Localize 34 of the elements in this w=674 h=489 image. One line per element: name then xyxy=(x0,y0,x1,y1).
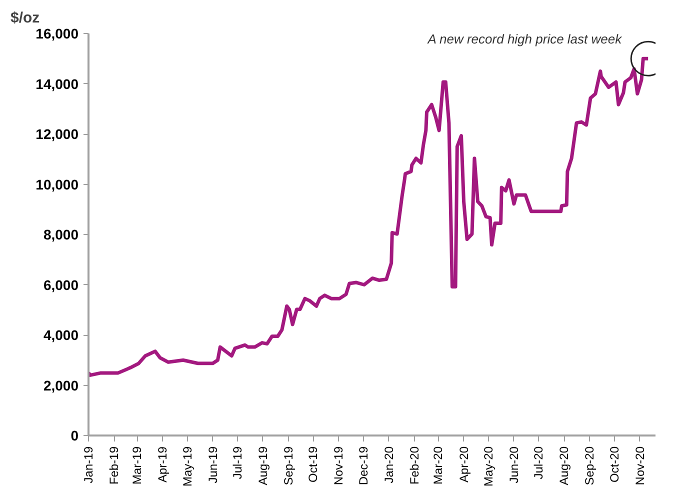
x-tick-label: Oct-20 xyxy=(607,446,622,483)
y-tick-label: 10,000 xyxy=(36,176,79,192)
y-axis-title: $/oz xyxy=(10,10,40,26)
y-tick-label: 14,000 xyxy=(36,76,79,92)
x-tick-label: Jul-19 xyxy=(230,446,244,480)
x-tick-label: Feb-20 xyxy=(407,446,422,485)
annotation: A new record high price last week xyxy=(426,32,624,47)
y-tick-label: 6,000 xyxy=(43,276,79,293)
y-tick-label: 16,000 xyxy=(36,26,79,42)
x-tick-label: Sep-19 xyxy=(281,446,296,486)
y-tick-label: 12,000 xyxy=(36,126,79,142)
x-tick-label: Jun-20 xyxy=(506,446,521,484)
x-tick-label: Jun-19 xyxy=(206,446,220,484)
y-tick-label: 4,000 xyxy=(43,327,79,343)
x-tick-label: Aug-19 xyxy=(256,446,270,486)
x-tick-label: Feb-19 xyxy=(107,446,122,485)
x-tick-label: Dec-19 xyxy=(356,446,370,486)
y-tick-label: 2,000 xyxy=(43,377,79,394)
x-tick-label: Sep-20 xyxy=(582,446,597,486)
x-tick-label: Mar-19 xyxy=(130,446,144,485)
y-tick-label: 0 xyxy=(70,428,79,444)
x-tick-label: May-19 xyxy=(180,446,194,487)
x-tick-label: Apr-20 xyxy=(456,446,471,483)
x-tick-label: Jan-20 xyxy=(382,446,396,484)
x-tick-label: Oct-19 xyxy=(306,446,320,483)
x-tick-label: Jan-19 xyxy=(82,446,96,484)
x-tick-label: Nov-20 xyxy=(632,446,647,486)
y-tick-label: 8,000 xyxy=(43,226,79,242)
x-tick-label: Jul-20 xyxy=(532,446,546,480)
x-tick-label: Mar-20 xyxy=(431,446,446,485)
x-tick-label: Aug-20 xyxy=(557,446,572,486)
x-tick-label: Apr-19 xyxy=(156,446,170,483)
x-tick-label: Nov-19 xyxy=(332,446,346,486)
x-tick-label: May-20 xyxy=(481,446,496,487)
